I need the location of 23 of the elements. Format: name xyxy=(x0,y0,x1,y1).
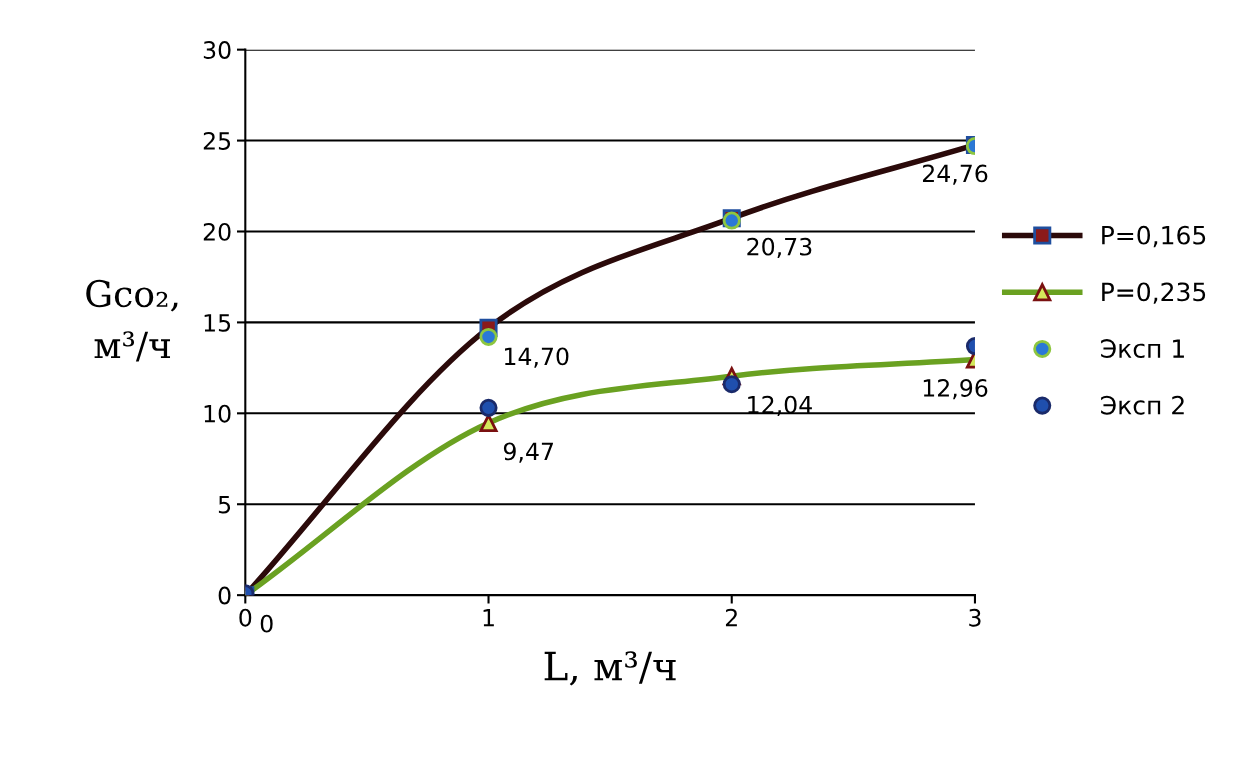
y-tick-label: 15 xyxy=(204,314,231,332)
legend-label: Эксп 2 xyxy=(1101,395,1184,415)
y-tick-label: 10 xyxy=(204,404,231,423)
data-label: 14,70 xyxy=(505,347,569,368)
y-tick-label: 25 xyxy=(203,132,231,150)
y-tick-label: 20 xyxy=(203,222,231,241)
y-tick-label: 5 xyxy=(218,496,231,514)
x-tick-label: 3 xyxy=(969,608,981,627)
y-tick-label: 30 xyxy=(203,41,231,59)
data-label: 9,47 xyxy=(503,442,553,463)
data-label: 20,73 xyxy=(747,237,812,259)
y-axis-title: Gco₂, м³/ч xyxy=(86,279,178,362)
y-tick-label: 0 xyxy=(218,586,231,605)
legend-label: P=0,235 xyxy=(1102,282,1206,304)
x-tick-label: 2 xyxy=(725,608,737,627)
data-label: 12,04 xyxy=(748,395,812,417)
legend-label: Эксп 1 xyxy=(1101,339,1184,359)
data-label: 24,76 xyxy=(922,164,988,185)
x-axis-title: L, м³/ч xyxy=(544,651,676,686)
data-label: 12,96 xyxy=(923,379,988,400)
legend-label: P=0,165 xyxy=(1102,225,1206,248)
x-tick-label: 1 xyxy=(483,609,494,627)
x-tick-label: 0 xyxy=(239,608,252,627)
